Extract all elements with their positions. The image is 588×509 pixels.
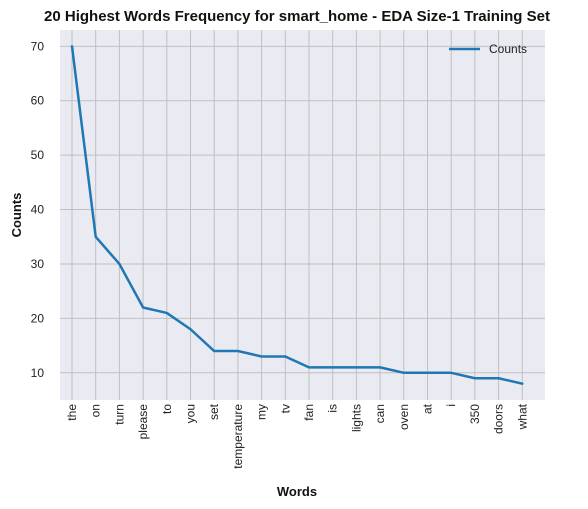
x-tick-label: to (160, 404, 174, 414)
x-tick-label: fan (302, 404, 316, 421)
y-tick-label: 60 (31, 94, 45, 108)
y-tick-label: 20 (31, 311, 45, 325)
x-tick-label: please (136, 404, 150, 440)
chart-title: 20 Highest Words Frequency for smart_hom… (44, 8, 550, 25)
x-tick-label: at (421, 403, 435, 414)
legend-label-counts: Counts (489, 42, 527, 56)
plot-area (60, 30, 545, 400)
x-tick-label: what (515, 403, 529, 430)
x-axis-ticks: the on turn please to you set temperature my tv fa… (65, 403, 529, 468)
x-tick-label: set (207, 403, 221, 420)
x-tick-label: 350 (468, 404, 482, 424)
x-axis-label: Words (277, 484, 317, 499)
y-tick-label: 10 (31, 366, 45, 380)
x-tick-label: you (184, 404, 198, 423)
y-tick-label: 50 (31, 148, 45, 162)
x-tick-label: i (444, 404, 458, 407)
x-tick-label: temperature (231, 404, 245, 469)
x-tick-label: can (373, 404, 387, 423)
x-tick-label: is (326, 404, 340, 413)
y-tick-label: 40 (31, 203, 45, 217)
x-tick-label: turn (112, 404, 126, 425)
y-tick-label: 70 (31, 39, 45, 53)
x-tick-label: tv (278, 404, 292, 413)
x-tick-label: the (65, 404, 79, 421)
x-tick-label: on (89, 404, 103, 417)
y-axis-ticks: 10 20 30 40 50 60 70 (31, 39, 45, 379)
y-tick-label: 30 (31, 257, 45, 271)
x-tick-label: oven (397, 404, 411, 430)
y-axis-label: Counts (9, 193, 24, 238)
x-tick-label: my (255, 404, 269, 420)
x-tick-label: lights (349, 404, 363, 432)
x-tick-label: doors (492, 404, 506, 434)
